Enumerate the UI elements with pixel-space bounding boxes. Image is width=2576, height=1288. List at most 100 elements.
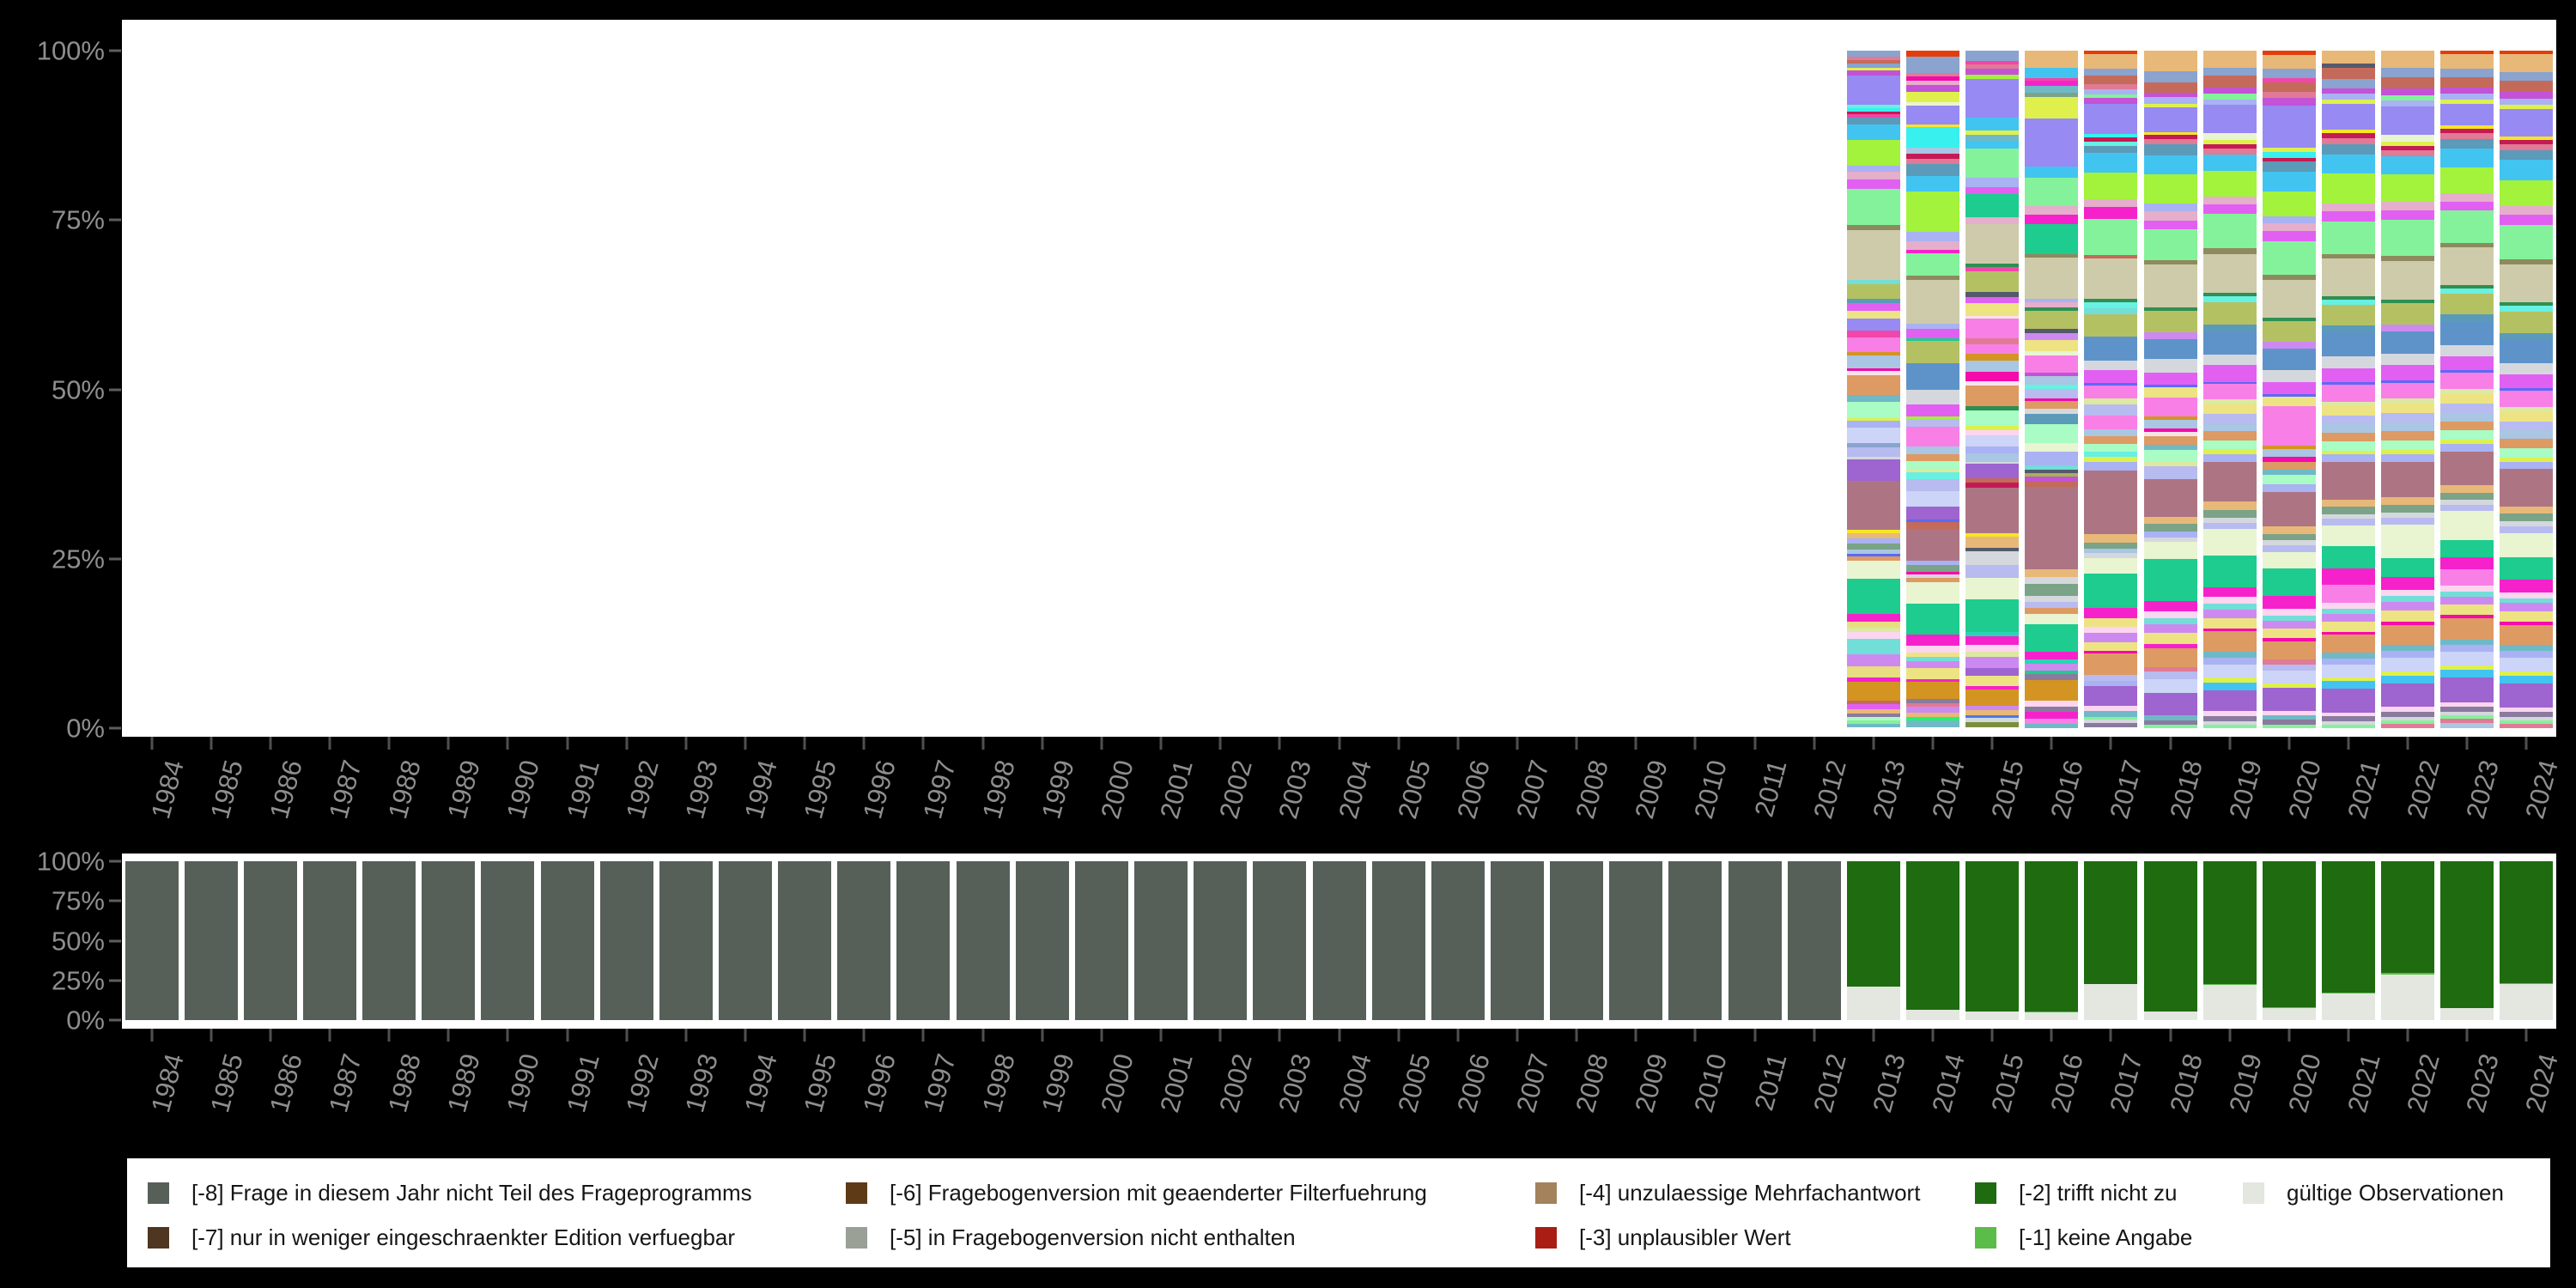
x-axis-year-label: 2002: [1213, 1050, 1259, 1116]
bar-segment: [1905, 634, 1959, 646]
x-axis-tick: [1218, 1029, 1222, 1042]
bar-segment: [2321, 635, 2375, 653]
bar-segment: [2500, 149, 2554, 161]
bar-segment: [2084, 68, 2138, 76]
bar-segment-code-8: [243, 861, 297, 1020]
bar-segment: [2262, 461, 2316, 470]
bar-segment-codevalid: [2143, 1011, 2197, 1020]
bar-segment: [2381, 624, 2435, 646]
bar-segment: [2381, 671, 2435, 676]
bar-segment: [2321, 677, 2375, 682]
bar-segment: [2500, 469, 2554, 507]
bar-segment: [2202, 724, 2257, 728]
x-axis-year-label: 2010: [1688, 756, 1734, 823]
bar-segment: [2084, 51, 2138, 54]
x-axis-tick: [1338, 737, 1340, 750]
bar-segment: [1905, 519, 1959, 523]
bar-segment: [2025, 81, 2079, 87]
bar-segment: [2084, 462, 2138, 471]
bar-segment: [2440, 444, 2494, 452]
bar-segment: [2381, 440, 2435, 451]
bar-segment: [1846, 225, 1900, 230]
x-axis-year-label: 2020: [2282, 756, 2327, 823]
bar-segment: [1846, 549, 1900, 555]
bar-segment: [1965, 361, 2020, 372]
x-axis-tick: [447, 1029, 450, 1042]
bar-segment: [2202, 404, 2257, 415]
bar-segment: [2084, 313, 2138, 337]
bar-segment: [2025, 398, 2079, 402]
x-axis-year-label: 2024: [2519, 756, 2565, 823]
bar-segment: [2262, 491, 2316, 527]
bar-segment: [2202, 501, 2257, 510]
bar-segment-code-8: [1371, 861, 1425, 1020]
bar-segment: [2262, 539, 2316, 545]
x-axis-year-label: 2019: [2222, 756, 2268, 823]
bar-segment: [2381, 106, 2435, 136]
bar-segment: [2500, 391, 2554, 407]
bar-segment: [2440, 421, 2494, 431]
bar-segment: [2143, 714, 2197, 721]
bar-segment: [2202, 631, 2257, 652]
bar-segment: [2440, 369, 2494, 373]
bar-segment: [2084, 573, 2138, 608]
x-axis-year-label: 1991: [560, 1050, 605, 1116]
bar-segment: [2025, 701, 2079, 707]
bar-segment: [2500, 302, 2554, 307]
bar-segment: [1846, 443, 1900, 447]
bar-segment: [2440, 539, 2494, 558]
bar-segment: [1965, 292, 2020, 298]
bar-segment: [2262, 526, 2316, 534]
bar-segment: [2262, 147, 2316, 153]
bar-segment: [1846, 456, 1900, 460]
bar-segment: [2440, 320, 2494, 346]
bar-segment: [2025, 624, 2079, 652]
x-axis-tick: [862, 737, 866, 750]
bar-segment: [1965, 303, 2020, 316]
bar-segment: [1846, 560, 1900, 579]
bar-segment-codevalid: [2084, 984, 2138, 1020]
bar-segment: [2262, 98, 2316, 106]
bar-segment: [2143, 155, 2197, 175]
bar-segment: [2321, 658, 2375, 665]
bar-segment: [2202, 453, 2257, 462]
x-axis-tick: [981, 737, 985, 750]
x-axis-tick: [862, 1029, 866, 1042]
bar-segment: [1965, 686, 2020, 690]
bar-segment: [2202, 715, 2257, 722]
bar-segment: [1905, 582, 1959, 605]
x-axis-tick: [387, 737, 391, 750]
bar-segment: [2143, 461, 2197, 467]
bar-segment: [2084, 452, 2138, 457]
bar-segment: [2143, 466, 2197, 480]
bar-segment: [2500, 513, 2554, 522]
bar-segment: [2500, 557, 2554, 580]
x-axis-tick: [1693, 737, 1697, 750]
bar-segment: [2262, 394, 2316, 398]
bar-segment: [1905, 572, 1959, 574]
bar-segment: [2202, 324, 2257, 332]
stacked-bar-2017: [2084, 51, 2138, 728]
bar-segment: [2381, 413, 2435, 423]
bar-segment: [2381, 95, 2435, 100]
bar-segment: [2440, 511, 2494, 540]
bar-segment: [2084, 134, 2138, 137]
x-axis-tick: [566, 1029, 569, 1042]
bar-segment: [2500, 447, 2554, 458]
bar-segment: [1905, 324, 1959, 329]
bar-segment: [2440, 451, 2494, 486]
bar-segment-code-8: [599, 861, 653, 1020]
bar-segment: [2202, 154, 2257, 171]
bar-segment: [2143, 724, 2197, 728]
bar-segment: [2262, 683, 2316, 688]
bar-segment: [2440, 492, 2494, 500]
bar-segment: [2262, 320, 2316, 342]
bar-segment: [2143, 428, 2197, 432]
bar-segment: [2321, 441, 2375, 451]
bar-segment: [1905, 565, 1959, 573]
bar-segment: [2321, 253, 2375, 259]
bar-segment: [1846, 352, 1900, 355]
bar-segment: [2025, 711, 2079, 719]
bar-segment: [2202, 296, 2257, 303]
bar-segment: [2500, 374, 2554, 389]
